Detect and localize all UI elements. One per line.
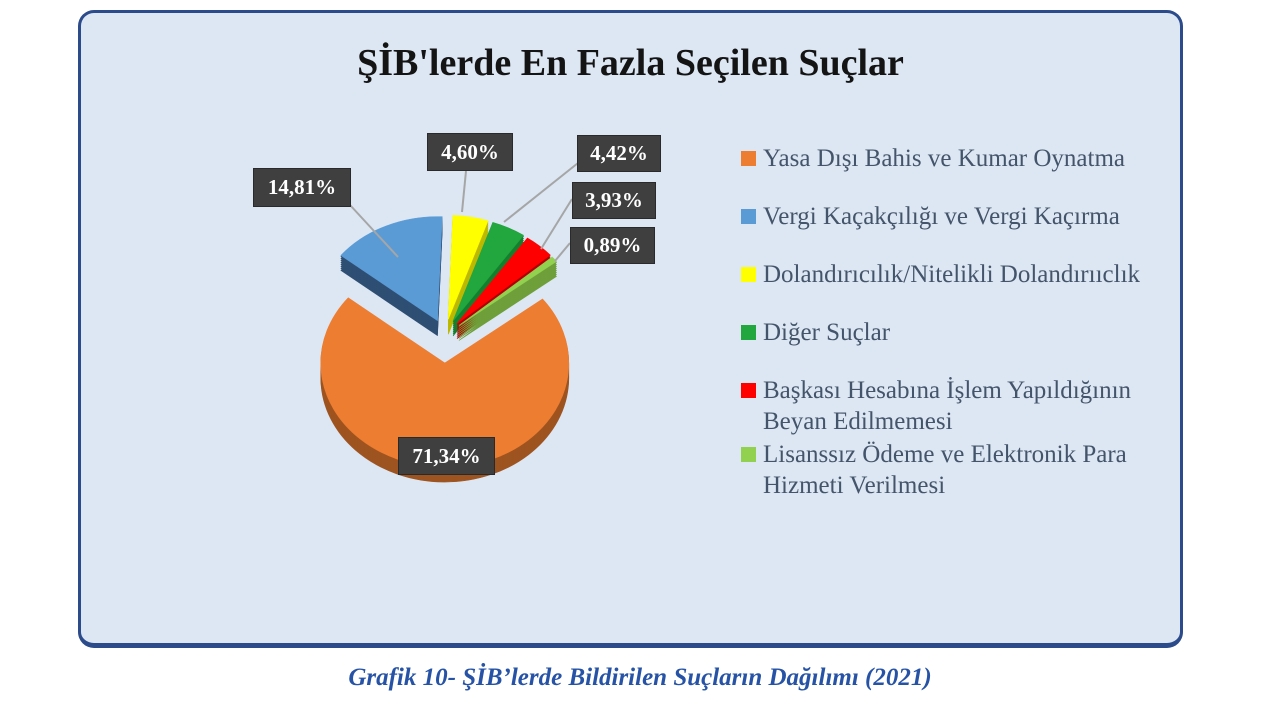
legend-item-2: Dolandırıcılık/Nitelikli Dolandırııclık xyxy=(741,259,1196,290)
chart-legend: Yasa Dışı Bahis ve Kumar Oynatma Vergi Ka… xyxy=(741,143,1196,528)
leader-line xyxy=(503,162,579,223)
legend-swatch-icon xyxy=(741,325,756,340)
legend-label: Lisanssız Ödeme ve Elektronik Para Hizme… xyxy=(763,441,1127,499)
legend-item-4: Başkası Hesabına İşlem Yapıldığının Beya… xyxy=(741,375,1196,437)
pie-slice-3 xyxy=(452,222,524,322)
legend-item-0: Yasa Dışı Bahis ve Kumar Oynatma xyxy=(741,143,1196,174)
legend-swatch-icon xyxy=(741,267,756,282)
legend-label: Yasa Dışı Bahis ve Kumar Oynatma xyxy=(763,145,1125,172)
pie-slice-2 xyxy=(448,215,489,320)
legend-label: Vergi Kaçakçılığı ve Vergi Kaçırma xyxy=(763,203,1120,230)
legend-swatch-icon xyxy=(741,151,756,166)
pie-chart xyxy=(320,162,579,483)
pie-slice-5 xyxy=(458,256,557,326)
legend-label: Dolandırıcılık/Nitelikli Dolandırııclık xyxy=(763,261,1141,288)
leader-line xyxy=(461,170,467,213)
chart-panel: ŞİB'lerde En Fazla Seçilen Suçlar 14,81%… xyxy=(78,10,1183,648)
legend-swatch-icon xyxy=(741,383,756,398)
data-label-dolandiricilik: 4,60% xyxy=(427,133,513,171)
leader-line xyxy=(349,204,399,258)
data-label-vergi: 14,81% xyxy=(253,168,351,207)
chart-title: ŞİB'lerde En Fazla Seçilen Suçlar xyxy=(357,42,904,84)
legend-swatch-icon xyxy=(741,447,756,462)
data-label-baskasi: 3,93% xyxy=(572,182,656,219)
legend-label: Başkası Hesabına İşlem Yapıldığının Beya… xyxy=(763,377,1132,435)
legend-swatch-icon xyxy=(741,209,756,224)
data-label-bahis: 71,34% xyxy=(398,437,495,475)
leader-line xyxy=(540,198,573,250)
pie-slice-1 xyxy=(340,216,443,322)
data-label-diger: 4,42% xyxy=(577,135,661,172)
legend-label: Diğer Suçlar xyxy=(763,319,891,346)
leader-line xyxy=(554,242,571,262)
legend-item-3: Diğer Suçlar xyxy=(741,317,1196,348)
pie-slice-4 xyxy=(456,237,551,324)
legend-item-1: Vergi Kaçakçılığı ve Vergi Kaçırma xyxy=(741,201,1196,232)
legend-item-5: Lisanssız Ödeme ve Elektronik Para Hizme… xyxy=(741,439,1196,501)
data-label-lisanssiz: 0,89% xyxy=(570,227,655,264)
figure-caption: Grafik 10- ŞİB’lerde Bildirilen Suçların… xyxy=(348,664,932,691)
